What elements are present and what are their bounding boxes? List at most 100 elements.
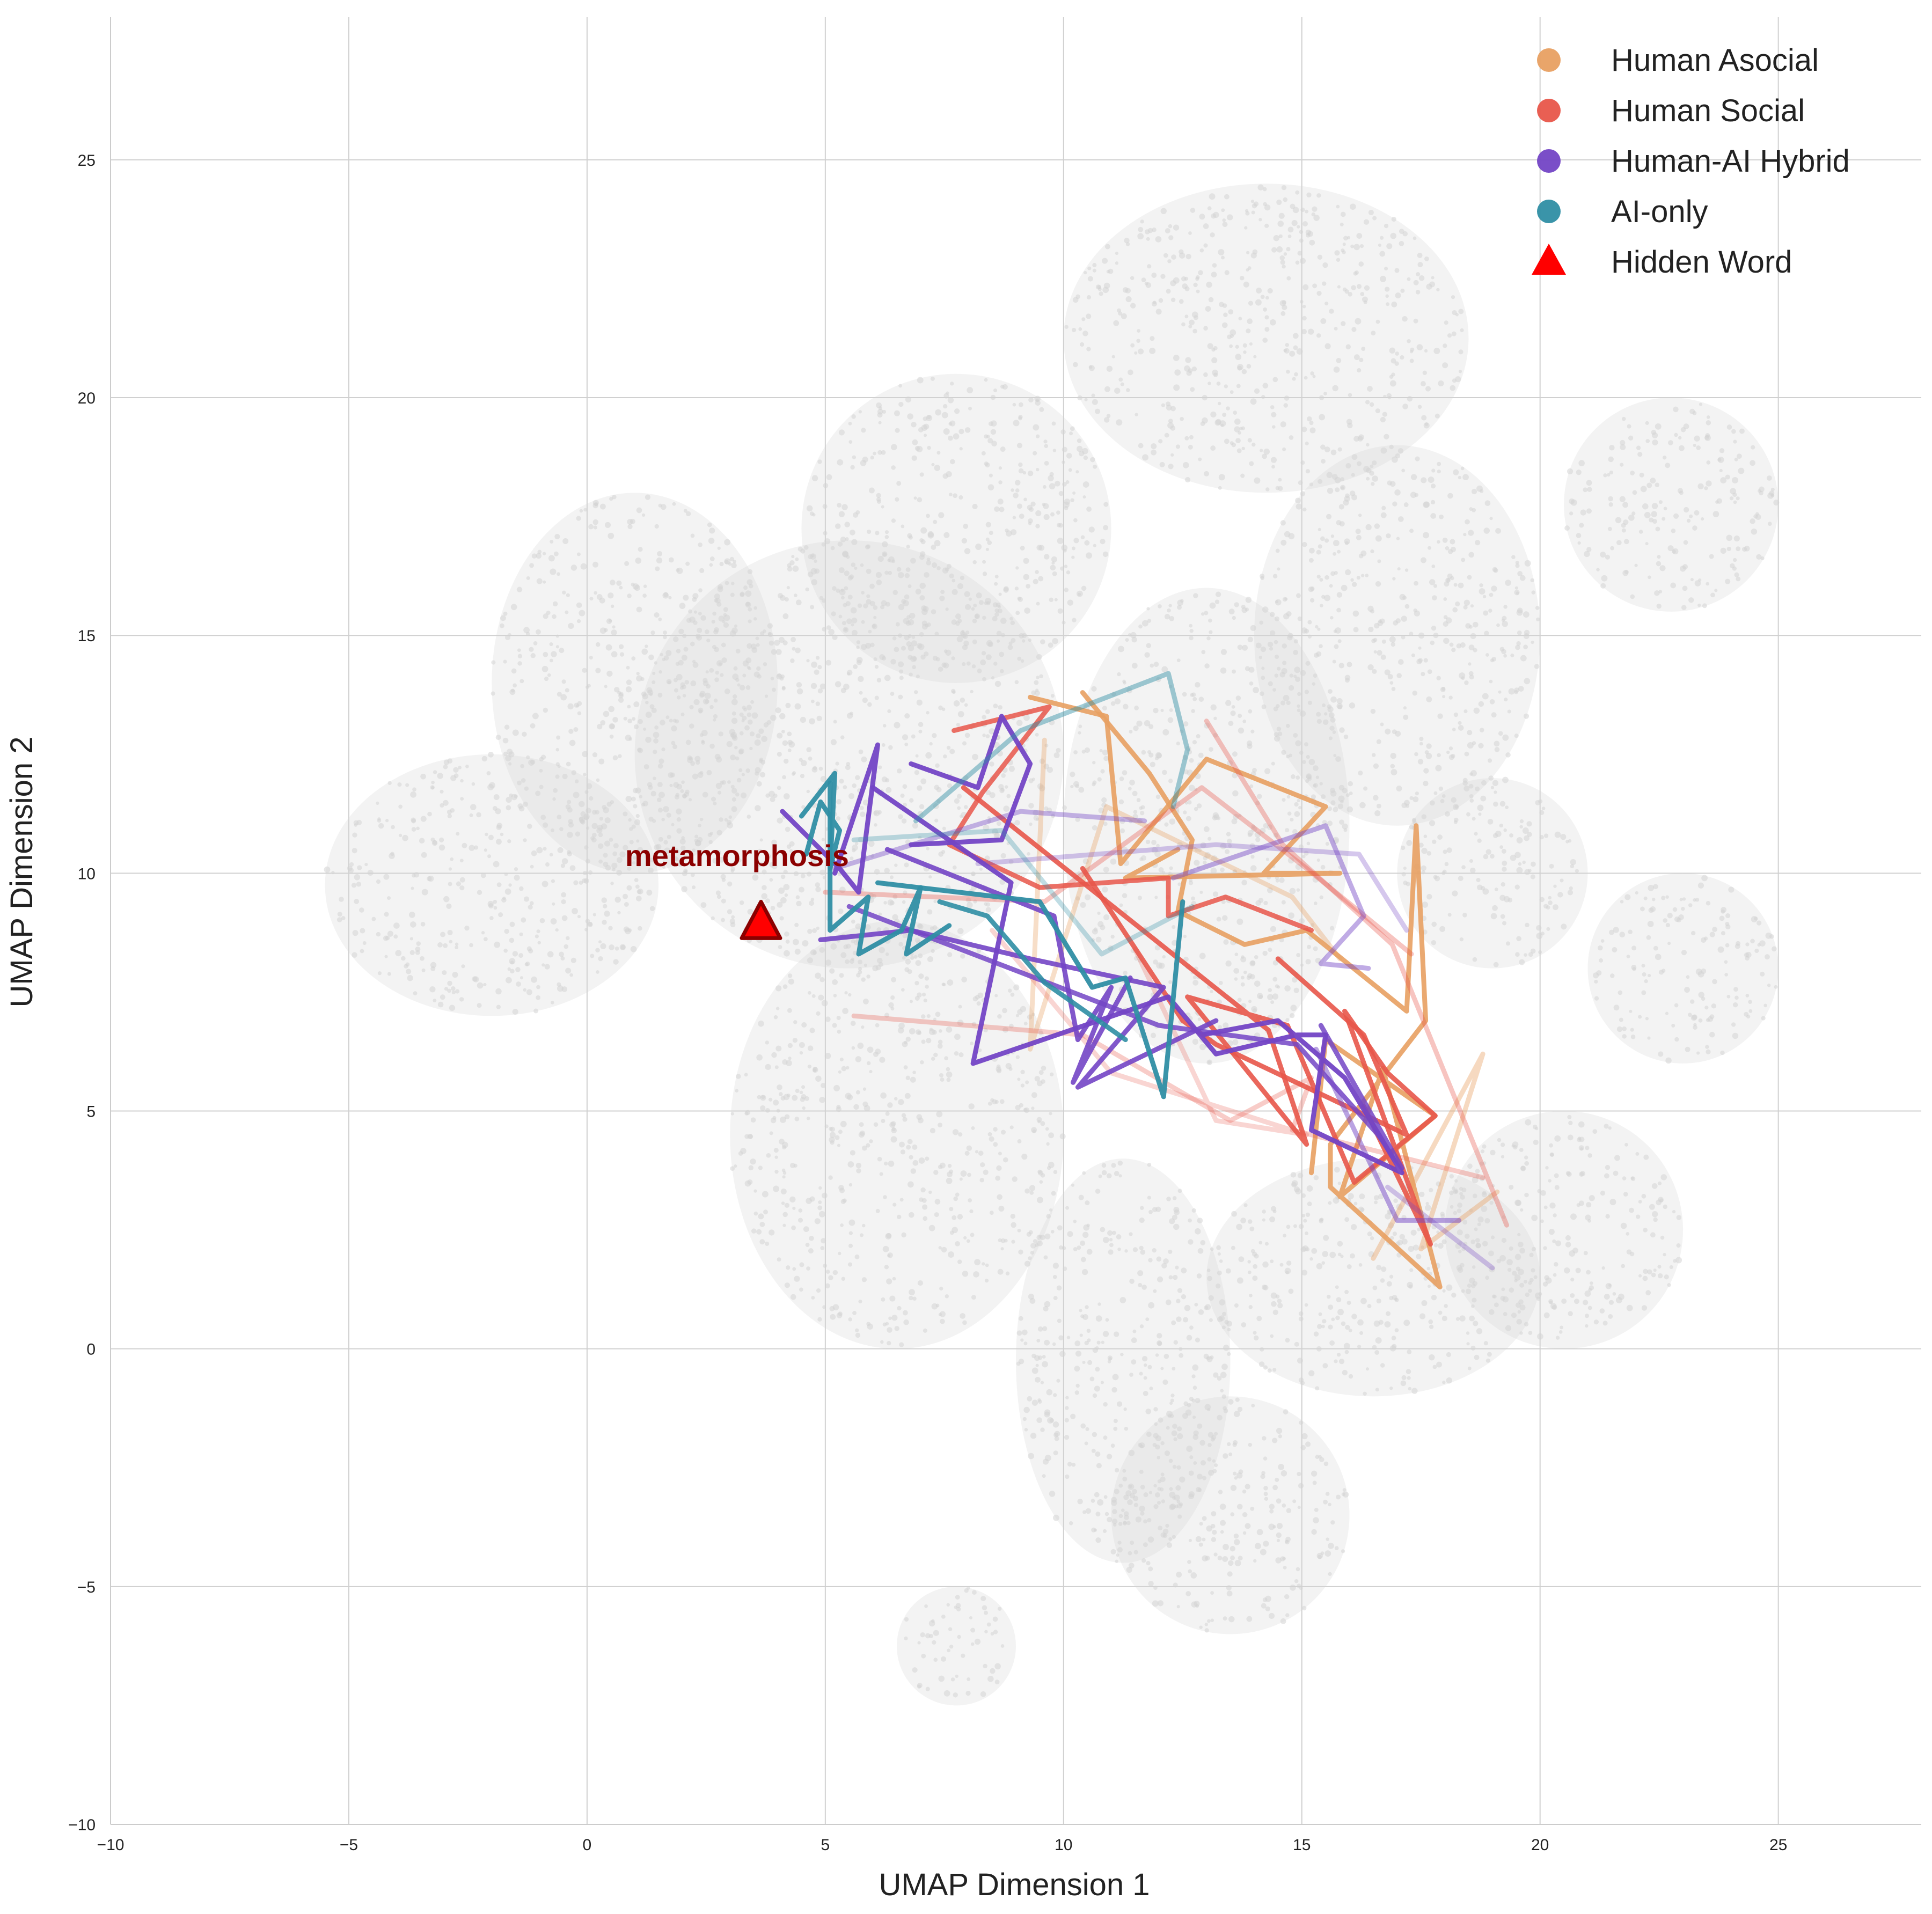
background-point [1179, 252, 1185, 259]
background-point [573, 791, 580, 798]
background-point [567, 852, 572, 857]
background-point [1480, 489, 1484, 493]
background-point [1052, 638, 1058, 644]
background-point [1739, 428, 1745, 434]
background-point [1370, 549, 1374, 554]
background-point [946, 1177, 953, 1184]
background-point [1245, 209, 1249, 212]
background-point [1147, 264, 1152, 269]
background-point [1017, 656, 1022, 661]
background-point [576, 516, 581, 521]
background-point [1584, 1290, 1591, 1297]
background-point [547, 951, 554, 958]
background-point [1122, 287, 1129, 293]
background-point [1108, 945, 1114, 951]
background-point [576, 602, 582, 608]
background-point [1282, 300, 1286, 305]
background-point [948, 435, 953, 441]
background-point [1203, 372, 1208, 377]
background-point [1652, 519, 1657, 524]
background-point [1215, 591, 1221, 597]
background-point [758, 1213, 764, 1220]
background-point [985, 902, 991, 907]
background-point [1216, 382, 1221, 386]
background-point [1000, 853, 1006, 859]
background-point [1284, 348, 1290, 354]
background-point [1253, 355, 1257, 358]
background-point [921, 992, 926, 997]
background-point [995, 1175, 1000, 1181]
background-point [1306, 233, 1311, 238]
background-point [415, 946, 421, 952]
background-point [683, 509, 687, 513]
background-point [665, 650, 672, 656]
background-point [1202, 1476, 1207, 1480]
background-point [968, 406, 972, 410]
background-point [1023, 497, 1027, 502]
background-point [1197, 1473, 1203, 1480]
background-point [1045, 1127, 1049, 1131]
background-point [899, 1141, 905, 1148]
background-point [957, 711, 964, 717]
background-point [1305, 779, 1309, 783]
background-point [1155, 794, 1161, 800]
background-point [902, 956, 906, 960]
background-point [421, 889, 428, 896]
background-point [783, 793, 790, 800]
background-point [891, 1315, 898, 1321]
background-point [976, 949, 982, 954]
background-point [1402, 316, 1408, 322]
background-point [1309, 427, 1316, 434]
background-point [1183, 721, 1189, 727]
background-point [900, 1149, 905, 1155]
background-point [946, 1077, 951, 1082]
background-point [1274, 640, 1278, 644]
background-point [1645, 421, 1649, 425]
background-point [1057, 1318, 1062, 1323]
background-point [496, 824, 502, 830]
background-point [1460, 466, 1465, 471]
background-point [815, 701, 821, 706]
background-point [692, 885, 696, 890]
background-point [741, 773, 745, 776]
background-point [796, 900, 802, 907]
background-point [1694, 580, 1701, 586]
background-point [1095, 1367, 1100, 1372]
background-point [1352, 610, 1359, 617]
background-point [856, 646, 860, 649]
background-point [935, 657, 940, 662]
background-point [1538, 950, 1542, 954]
background-point [843, 785, 847, 789]
background-point [1293, 650, 1298, 655]
background-point [1114, 1171, 1119, 1176]
background-point [541, 963, 545, 967]
background-point [815, 882, 821, 888]
background-point [838, 908, 844, 914]
background-point [931, 949, 935, 953]
background-point [1128, 787, 1132, 791]
background-point [1183, 956, 1189, 962]
background-point [1275, 655, 1279, 659]
background-point [579, 801, 585, 808]
background-point [1037, 1120, 1041, 1124]
background-point [1167, 259, 1172, 263]
background-point [1488, 775, 1494, 781]
background-point [1103, 867, 1109, 873]
background-point [1365, 574, 1369, 577]
background-point [903, 1065, 908, 1070]
background-point [1203, 1353, 1209, 1359]
background-point [1499, 647, 1505, 652]
background-point [993, 388, 998, 393]
background-point [938, 1039, 943, 1045]
background-point [1372, 216, 1377, 221]
background-point [903, 1319, 909, 1325]
background-point [499, 623, 504, 628]
background-point [1338, 784, 1345, 791]
background-point [1136, 798, 1141, 802]
background-point [1494, 888, 1498, 891]
background-point [861, 591, 865, 595]
background-point [1310, 371, 1314, 376]
background-point [546, 610, 551, 615]
background-point [1375, 535, 1382, 542]
background-point [652, 671, 656, 675]
